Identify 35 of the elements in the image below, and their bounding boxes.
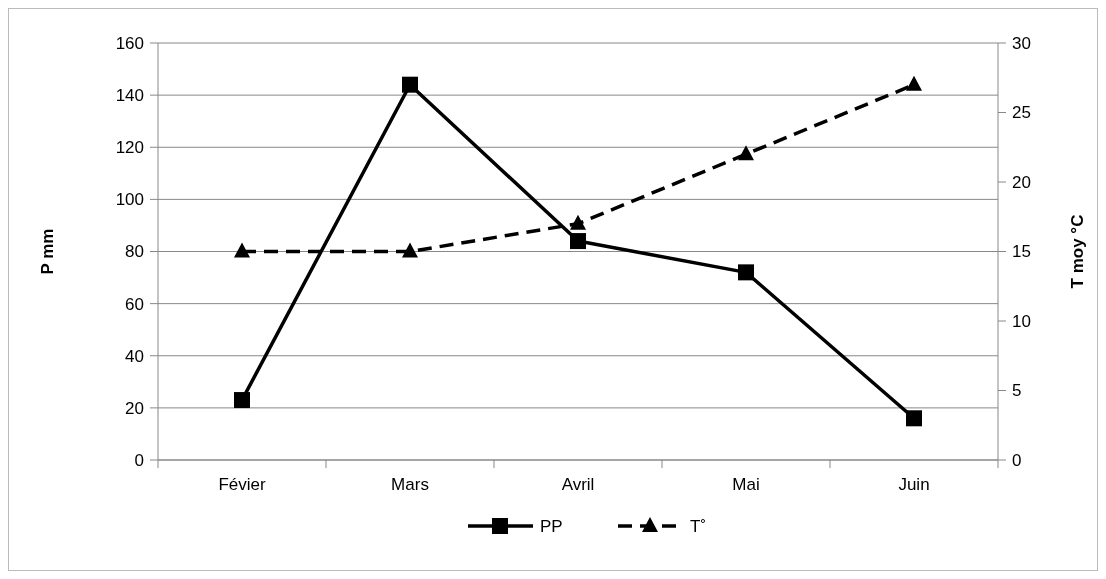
- y-tick-label: 60: [125, 294, 144, 314]
- y-axis-title: P mm: [38, 228, 57, 275]
- y-tick-label: 20: [125, 398, 144, 418]
- point: [906, 75, 922, 91]
- y2-tick-label: 0: [1012, 450, 1022, 470]
- y2-tick-label: 15: [1012, 242, 1031, 262]
- point: [234, 242, 250, 258]
- x-tick-label: Juin: [898, 475, 930, 494]
- legend-label: PP: [540, 516, 563, 536]
- point: [906, 410, 922, 427]
- legend-label: T˚: [690, 516, 707, 536]
- point: [570, 214, 586, 230]
- y-tick-label: 80: [125, 242, 144, 262]
- y-tick-label: 40: [125, 346, 144, 366]
- point: [402, 242, 418, 258]
- y2-tick-label: 10: [1012, 311, 1031, 331]
- y2-axis-title: T moy °C: [1068, 214, 1087, 289]
- y-tick-label: 0: [134, 450, 144, 470]
- point: [738, 264, 754, 281]
- point: [570, 233, 586, 250]
- y2-tick-label: 30: [1012, 33, 1031, 53]
- x-tick-label: Avril: [561, 475, 595, 494]
- y-tick-label: 100: [115, 190, 144, 210]
- y-tick-label: 120: [115, 138, 144, 158]
- point: [234, 392, 250, 409]
- x-tick-label: Mars: [391, 475, 429, 494]
- point: [738, 145, 754, 161]
- y2-tick-label: 5: [1012, 381, 1022, 401]
- x-tick-label: Févier: [218, 475, 266, 494]
- y2-tick-label: 20: [1012, 172, 1031, 192]
- y-tick-label: 140: [115, 86, 144, 106]
- point: [402, 76, 418, 93]
- y-tick-label: 160: [115, 33, 144, 53]
- y2-tick-label: 25: [1012, 103, 1031, 123]
- x-tick-label: Mai: [732, 475, 760, 494]
